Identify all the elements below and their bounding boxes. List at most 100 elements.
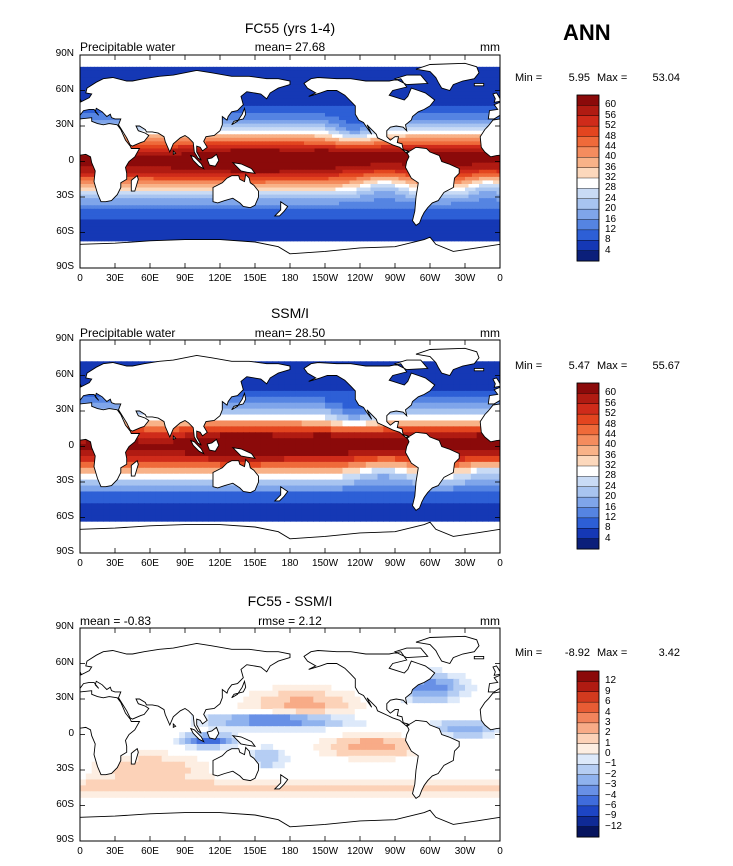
colorbar-swatch: [576, 188, 600, 200]
colorbar-swatch: [576, 240, 600, 252]
lon-tick-label: 120E: [208, 273, 232, 284]
field-shading: [80, 55, 500, 268]
colorbar-swatch: [576, 670, 600, 682]
lon-tick-label: 30E: [106, 558, 124, 569]
colorbar-label: 20: [605, 491, 617, 503]
colorbar-swatch: [576, 774, 600, 786]
lon-tick-label: 90W: [384, 558, 406, 569]
lon-tick-label: 120W: [346, 273, 374, 284]
colorbar-swatch: [576, 712, 600, 724]
colorbar-label: 4: [605, 244, 611, 256]
colorbar-label: 28: [605, 470, 617, 482]
map-panel-1: [79, 54, 501, 269]
panel-center-label: rmse = 2.12: [258, 614, 322, 628]
colorbar-swatch: [576, 219, 600, 231]
colorbar-swatch: [576, 733, 600, 745]
lon-tick-label: 90E: [176, 846, 194, 857]
lon-tick-label: 120E: [208, 558, 232, 569]
max-value: 3.42: [658, 647, 680, 659]
lon-tick-label: 0: [497, 273, 503, 284]
lat-tick-label: 30N: [55, 404, 74, 415]
colorbar-swatch: [576, 784, 600, 797]
colorbar-label: 24: [605, 480, 617, 492]
colorbar-label: 48: [605, 418, 617, 430]
colorbar-swatch: [576, 681, 600, 693]
field-shading: [80, 628, 500, 841]
map-panel-3: [79, 627, 501, 842]
colorbar-label: −1: [605, 758, 617, 770]
colorbar-label: −3: [605, 779, 617, 791]
colorbar-swatch: [576, 455, 600, 467]
field-shading: [80, 340, 500, 553]
colorbar-swatch: [576, 393, 600, 405]
colorbar-label: −6: [605, 799, 617, 811]
lat-tick-label: 30S: [56, 763, 74, 774]
colorbar-label: 8: [605, 522, 611, 534]
colorbar-label: 16: [605, 501, 617, 513]
lon-tick-label: 30E: [106, 273, 124, 284]
colorbar-swatch: [576, 445, 600, 457]
colorbar-label: 1: [605, 737, 611, 749]
lon-tick-label: 60E: [141, 846, 159, 857]
coastline: [80, 635, 500, 841]
panel-title: SSM/I: [270, 305, 310, 321]
lat-tick-label: 0: [68, 439, 74, 451]
lat-tick-label: 60S: [56, 225, 74, 237]
lon-tick-label: 0: [497, 846, 503, 857]
colorbar-swatch: [576, 229, 600, 241]
colorbar: [576, 670, 600, 838]
season-label: ANN: [563, 20, 611, 45]
colorbar-label: 12: [605, 511, 617, 523]
colorbar-swatch: [576, 208, 600, 221]
colorbar-label: 4: [605, 706, 611, 718]
lon-tick-label: 150W: [311, 846, 339, 857]
colorbar-swatch: [576, 743, 600, 755]
lon-tick-label: 60E: [141, 273, 159, 284]
panel-center-label: mean= 27.68: [254, 40, 326, 54]
lon-tick-label: 180: [281, 846, 299, 857]
lon-tick-label: 90E: [176, 273, 194, 284]
lon-tick-label: 60E: [141, 558, 159, 569]
lat-tick-label: 60N: [55, 368, 74, 380]
lat-tick-label: 30S: [56, 475, 74, 486]
colorbar-label: 24: [605, 192, 617, 204]
colorbar-label: −4: [605, 789, 617, 801]
colorbar-label: 20: [605, 203, 617, 215]
colorbar-swatch: [576, 403, 600, 415]
lon-tick-label: 180: [281, 558, 299, 569]
lat-tick-label: 60N: [55, 656, 74, 668]
colorbar-label: 32: [605, 460, 617, 471]
max-value: 53.04: [652, 72, 680, 84]
lat-tick-label: 90N: [55, 621, 74, 632]
colorbar-swatch: [576, 105, 600, 117]
colorbar-label: 6: [605, 696, 611, 708]
lat-tick-label: 60N: [55, 83, 74, 95]
panel-units: mm: [480, 614, 500, 628]
panel-title: FC55 (yrs 1-4): [244, 20, 336, 36]
lat-tick-label: 30S: [56, 190, 74, 201]
colorbar-label: 52: [605, 408, 617, 420]
lat-tick-label: 60S: [56, 798, 74, 810]
lon-tick-label: 120E: [208, 846, 232, 857]
lat-tick-label: 90N: [55, 48, 74, 59]
lat-tick-label: 30N: [55, 692, 74, 703]
colorbar-label: 8: [605, 234, 611, 246]
max-label: Max =: [597, 72, 628, 84]
colorbar-label: 9: [605, 685, 611, 697]
colorbar-swatch: [576, 764, 600, 776]
colorbar-swatch: [576, 476, 600, 488]
colorbar-swatch: [576, 250, 600, 262]
colorbar-label: 56: [605, 397, 617, 409]
min-label: Min =: [515, 647, 543, 659]
min-value: -8.92: [564, 647, 590, 659]
max-label: Max =: [597, 360, 628, 372]
lon-tick-label: 30W: [454, 558, 476, 569]
colorbar-label: 40: [605, 151, 617, 163]
colorbar-label: 2: [605, 727, 611, 739]
colorbar-swatch: [576, 538, 600, 550]
lon-tick-label: 30W: [454, 846, 476, 857]
colorbar: [576, 94, 600, 262]
lon-tick-label: 90W: [384, 846, 406, 857]
lat-tick-label: 90S: [56, 834, 74, 845]
